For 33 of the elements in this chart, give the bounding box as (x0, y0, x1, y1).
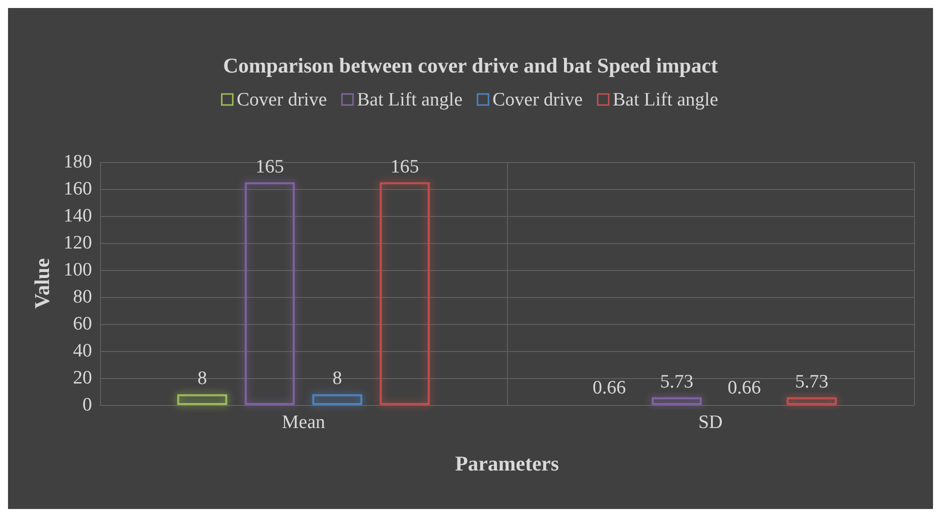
y-tick-label: 40 (73, 340, 92, 362)
data-label: 165 (390, 156, 419, 178)
legend-label: Bat Lift angle (612, 90, 718, 110)
data-label: 0.66 (728, 378, 761, 399)
bar (380, 182, 430, 405)
data-label: 5.73 (660, 371, 694, 392)
bar (312, 394, 362, 405)
y-tick-label: 160 (64, 178, 92, 200)
legend-label: Bat Lift angle (356, 90, 463, 110)
y-tick-label: 20 (73, 368, 92, 388)
data-label: 8 (332, 368, 342, 390)
legend-label: Cover drive (236, 90, 327, 110)
chart-title: Comparison between cover drive and bat Speed impact (223, 54, 718, 78)
data-label: 0.66 (592, 378, 626, 399)
y-tick-label: 120 (64, 232, 92, 254)
data-label: 8 (198, 368, 207, 390)
data-label: 5.73 (795, 371, 828, 392)
x-tick-label: Mean (282, 412, 326, 433)
y-tick-label: 0 (82, 394, 92, 416)
bar (786, 397, 837, 405)
y-axis-title: Value (30, 258, 54, 309)
x-tick-label: SD (698, 412, 723, 433)
x-axis-title: Parameters (455, 452, 559, 476)
y-tick-label: 140 (64, 206, 92, 226)
y-tick-label: 80 (73, 286, 92, 308)
bar (177, 394, 228, 405)
legend-label: Cover drive (492, 90, 583, 110)
data-label: 165 (256, 156, 284, 178)
y-tick-label: 60 (73, 314, 92, 334)
bar (652, 397, 702, 405)
y-tick-label: 180 (64, 152, 92, 172)
y-tick-label: 100 (64, 260, 92, 280)
bar (244, 182, 295, 405)
